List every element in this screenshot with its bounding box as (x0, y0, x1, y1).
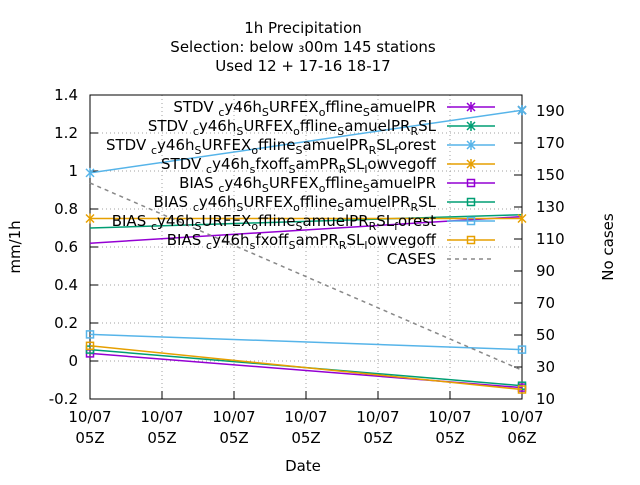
series-line (89, 213, 523, 229)
series-line (89, 182, 523, 371)
y2-tick-label: 90 (536, 262, 555, 280)
y2-axis-label: No cases (599, 213, 617, 281)
y2-tick-label: 190 (536, 102, 565, 120)
x-tick-label-hour: 05Z (219, 429, 248, 447)
series-line (89, 333, 523, 351)
legend-entry: BIAS cy46hSURFEXofflineSamuelPRRSL (154, 193, 495, 214)
series-point-square (466, 235, 476, 245)
x-tick-label-date: 10/07 (140, 408, 183, 426)
chart-title-line: Selection: below ₃00m 145 stations (170, 38, 436, 56)
legend-label: BIAS cy46hSURFEXofflineSamuelPRRSL (154, 193, 437, 214)
plot-border (89, 94, 523, 400)
legend-label: STDV cy46hSURFEXofflineSamuelPR (173, 98, 436, 119)
y-tick-label: 0.6 (54, 238, 78, 256)
y-tick-label: 0.2 (54, 314, 78, 332)
x-tick-label-date: 10/07 (500, 408, 543, 426)
x-axis-label: Date (285, 457, 321, 475)
chart-title-line: Used 12 + 17-16 18-17 (215, 57, 390, 75)
legend-label: BIAS cy46hsfxoffSamPRRSLlowvegoff (167, 231, 437, 252)
legend-label: STDV cy46hsfxoffSamPRRSLlowvegoff (161, 155, 437, 176)
x-tick-label-hour: 05Z (435, 429, 464, 447)
legend-label: BIAS cy46hSURFEXofflineSamuelPRRSLforest (112, 212, 436, 233)
series-point-square (85, 330, 95, 339)
series-line (89, 345, 523, 391)
legend-entry: CASES (387, 250, 495, 268)
y-axis-label: mm/1h (6, 220, 24, 273)
x-tick-label-hour: 05Z (363, 429, 392, 447)
y2-tick-label: 70 (536, 294, 555, 312)
y-tick-label: 0.4 (54, 276, 78, 294)
x-tick-label-date: 10/07 (212, 408, 255, 426)
y2-tick-label: 130 (536, 198, 565, 216)
legend-entry: STDV cy46hSURFEXofflineSamuelPR (173, 98, 495, 119)
legend-entry: BIAS cy46hSURFEXofflineSamuelPR (179, 174, 495, 195)
y-tick-label: 1 (68, 162, 78, 180)
series-point-x (466, 121, 476, 131)
plot-frame (89, 94, 523, 400)
legend-entry: STDV cy46hSURFEXofflineSamuelPRRSL (148, 117, 495, 138)
series-line (89, 109, 523, 174)
x-tick-label-date: 10/07 (356, 408, 399, 426)
x-tick-label-date: 10/07 (284, 408, 327, 426)
legend-label: STDV cy46hSURFEXofflineSamuelPRRSLforest (106, 136, 436, 157)
series-point-square (466, 178, 476, 188)
y-tick-label: 0.8 (54, 200, 78, 218)
series-point-square (466, 216, 476, 226)
x-tick-label-date: 10/07 (428, 408, 471, 426)
y-tick-label: 0 (68, 352, 78, 370)
x-tick-label-date: 10/07 (68, 408, 111, 426)
legend-entry: BIAS cy46hSURFEXofflineSamuelPRRSLforest (112, 212, 495, 233)
series-point-square (466, 197, 476, 207)
x-tick-label-hour: 05Z (75, 429, 104, 447)
y2-tick-label: 50 (536, 326, 555, 344)
series-point-square (517, 385, 527, 394)
series-point-square (85, 341, 95, 351)
y-tick-label: 1.4 (54, 86, 78, 104)
x-tick-label-hour: 06Z (507, 429, 536, 447)
legend-label: CASES (387, 250, 436, 268)
chart-title-line: 1h Precipitation (244, 19, 362, 37)
data-series (85, 105, 527, 394)
x-tick-label-hour: 05Z (291, 429, 320, 447)
y2-tick-label: 170 (536, 134, 565, 152)
series-point-square (517, 345, 527, 354)
series-point-x (466, 159, 476, 169)
series-point-x (85, 167, 95, 178)
series-point-x (466, 140, 476, 150)
chart-text: -0.2 0 0.2 0.4 0.6 0.8 1 1.2 1.4 10 30 50 70 90 110 130… (6, 19, 617, 475)
y2-tick-label: 30 (536, 358, 555, 376)
legend-entry: STDV cy46hSURFEXofflineSamuelPRRSLforest (106, 136, 495, 157)
series-point-x (517, 213, 527, 224)
y2-tick-label: 10 (536, 390, 555, 408)
y2-tick-label: 150 (536, 166, 565, 184)
y2-tick-label: 110 (536, 230, 565, 248)
legend-label: BIAS cy46hSURFEXofflineSamuelPR (179, 174, 436, 195)
grid-lines (90, 95, 522, 399)
series-point-x (517, 105, 527, 116)
y-tick-label: 1.2 (54, 124, 78, 142)
series-point-x (466, 102, 476, 112)
legend-label: STDV cy46hSURFEXofflineSamuelPRRSL (148, 117, 437, 138)
y-tick-label: -0.2 (49, 390, 78, 408)
series-point-x (85, 213, 95, 224)
legend-entry: STDV cy46hsfxoffSamPRRSLlowvegoff (161, 155, 495, 176)
legend-entry: BIAS cy46hsfxoffSamPRRSLlowvegoff (167, 231, 495, 252)
x-tick-label-hour: 05Z (147, 429, 176, 447)
